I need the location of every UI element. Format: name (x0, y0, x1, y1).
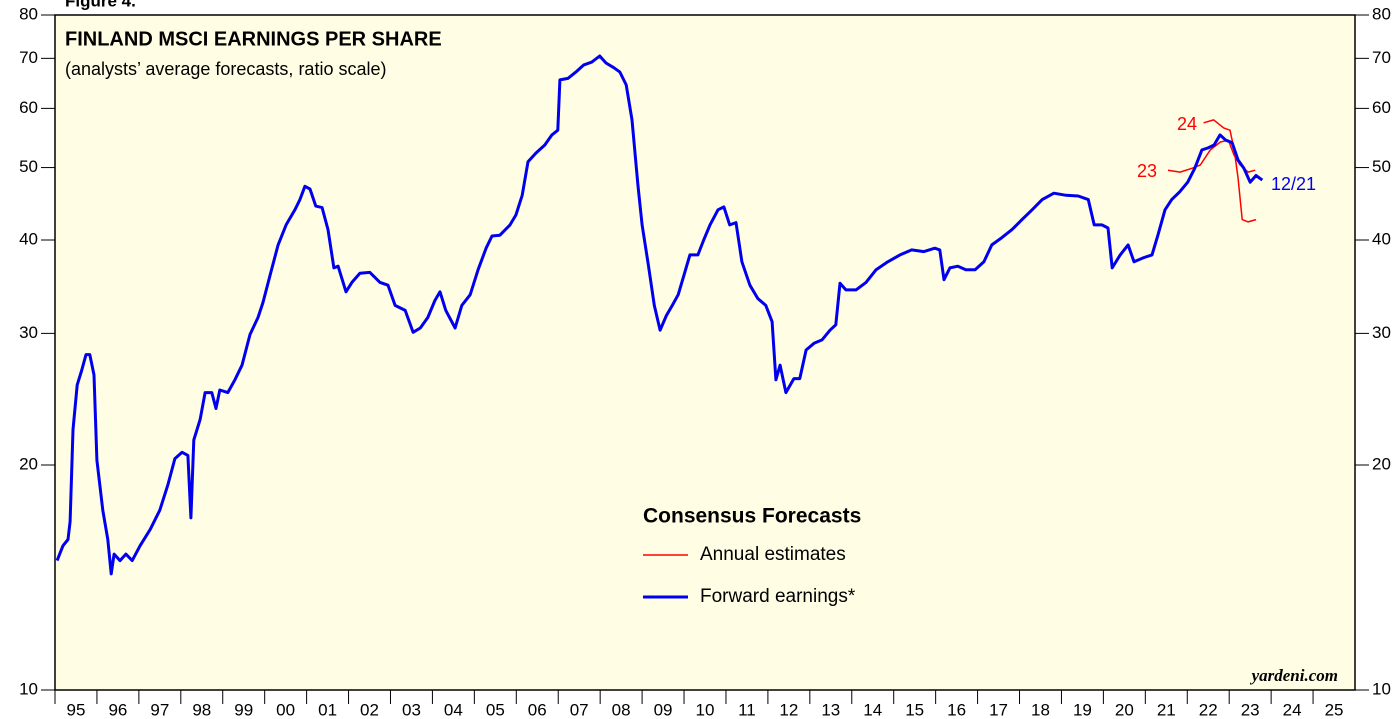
x-tick-label: 16 (947, 700, 966, 719)
x-tick-label: 05 (486, 700, 505, 719)
x-tick-label: 00 (276, 700, 295, 719)
source: yardeni.com (1250, 666, 1338, 685)
y-tick-label: 70 (19, 48, 38, 67)
y2-tick-label: 70 (1372, 48, 1391, 67)
y2-tick-label: 20 (1372, 454, 1391, 473)
x-tick-label: 07 (570, 700, 589, 719)
x-tick-label: 95 (67, 700, 86, 719)
x-tick-label: 12 (779, 700, 798, 719)
x-tick-label: 17 (989, 700, 1008, 719)
x-tick-label: 98 (192, 700, 211, 719)
legend-label: Forward earnings* (700, 586, 856, 607)
figure-label: Figure 4. (65, 0, 136, 10)
x-tick-label: 15 (905, 700, 924, 719)
x-tick-label: 96 (108, 700, 127, 719)
y-tick-label: 20 (19, 454, 38, 473)
x-tick-label: 08 (612, 700, 631, 719)
x-tick-label: 19 (1073, 700, 1092, 719)
y-tick-label: 30 (19, 323, 38, 342)
legend-label: Annual estimates (700, 544, 846, 565)
x-tick-label: 97 (150, 700, 169, 719)
y2-tick-label: 50 (1372, 157, 1391, 176)
x-tick-label: 01 (318, 700, 337, 719)
x-tick-label: 03 (402, 700, 421, 719)
legend-title: Consensus Forecasts (643, 505, 861, 528)
y-tick-label: 10 (19, 679, 38, 698)
x-tick-label: 11 (738, 700, 756, 719)
y-tick-label: 50 (19, 157, 38, 176)
plot-area (54, 14, 1356, 691)
x-tick-label: 13 (821, 700, 840, 719)
x-tick-label: 06 (528, 700, 547, 719)
x-tick-label: 20 (1115, 700, 1134, 719)
y-tick-label: 60 (19, 98, 38, 117)
x-tick-label: 23 (1241, 700, 1260, 719)
y2-tick-label: 40 (1372, 229, 1391, 248)
x-tick-label: 99 (234, 700, 253, 719)
series-line (55, 54, 1264, 576)
y2-tick-label: 30 (1372, 323, 1391, 342)
x-tick-label: 14 (863, 700, 882, 719)
series-label: 12/21 (1271, 174, 1316, 194)
chart-subtitle: (analysts’ average forecasts, ratio scal… (65, 59, 386, 79)
x-tick-label: 21 (1157, 700, 1176, 719)
x-tick-label: 04 (444, 700, 463, 719)
x-tick-label: 10 (696, 700, 715, 719)
x-tick-label: 25 (1325, 700, 1344, 719)
series-label: 23 (1137, 161, 1157, 181)
chart-title: FINLAND MSCI EARNINGS PER SHARE (65, 28, 442, 50)
y2-tick-label: 10 (1372, 679, 1391, 698)
x-tick-label: 22 (1199, 700, 1218, 719)
x-tick-label: 02 (360, 700, 379, 719)
y2-tick-label: 60 (1372, 98, 1391, 117)
x-tick-label: 18 (1031, 700, 1050, 719)
x-tick-label: 09 (654, 700, 673, 719)
y-tick-label: 40 (19, 229, 38, 248)
y-tick-label: 80 (19, 4, 38, 23)
series-label: 24 (1177, 114, 1197, 134)
x-tick-label: 24 (1283, 700, 1302, 719)
y2-tick-label: 80 (1372, 4, 1391, 23)
